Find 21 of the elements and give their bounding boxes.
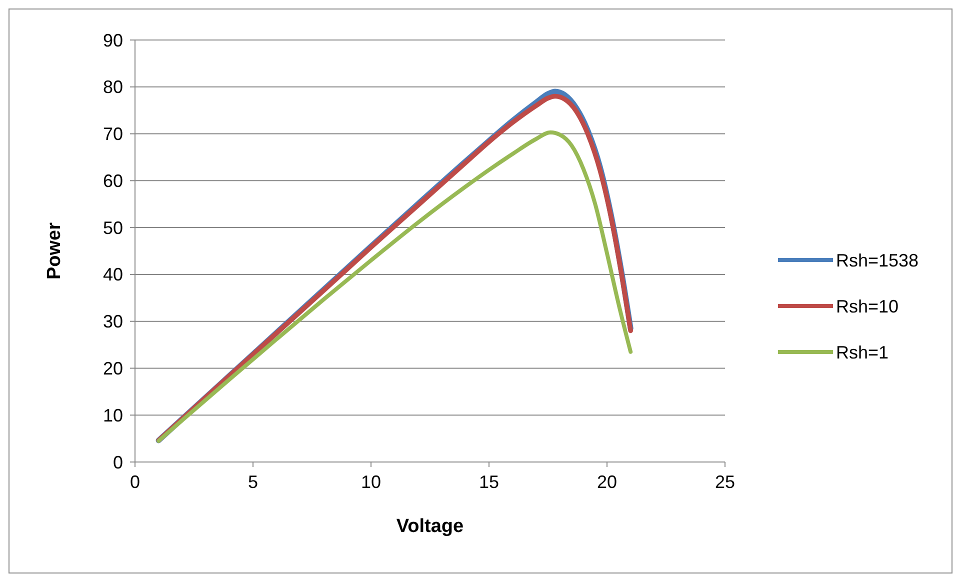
y-tick-label: 70 [102,124,123,144]
legend-label: Rsh=1538 [836,250,919,270]
y-tick-label: 30 [102,312,123,332]
x-tick-label: 25 [714,472,736,492]
y-tick-label: 80 [102,77,123,98]
legend-label: Rsh=1 [836,342,889,362]
y-tick-label: 60 [102,170,123,191]
x-tick-label: 10 [360,472,382,492]
x-tick-label: 15 [478,472,500,492]
y-tick-label: 20 [102,358,123,379]
x-tick-label: 0 [130,472,140,492]
y-tick-label: 50 [102,218,123,238]
y-tick-label: 0 [112,452,123,472]
legend-label: Rsh=10 [836,296,899,316]
x-tick-label: 20 [596,472,618,492]
y-tick-label: 90 [102,30,123,50]
y-tick-label: 10 [102,405,123,426]
x-tick-label: 5 [248,472,258,492]
y-axis-title: Power [44,222,65,280]
y-tick-label: 40 [102,264,123,285]
x-axis-title: Voltage [396,516,464,537]
